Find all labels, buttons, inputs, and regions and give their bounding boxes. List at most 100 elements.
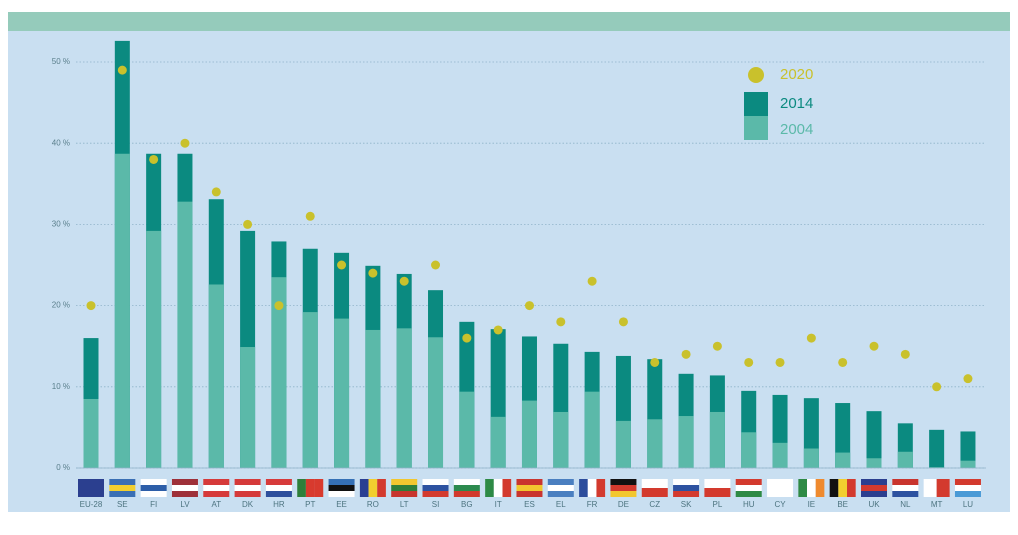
x-tick-label: PT: [305, 500, 315, 509]
x-tick-label: SI: [432, 500, 440, 509]
x-tick-label: BG: [461, 500, 473, 509]
flag: [328, 485, 355, 491]
bar: [584, 391, 600, 468]
target-dot: [243, 219, 253, 229]
x-tick-label: DK: [242, 500, 254, 509]
bar: [490, 416, 506, 468]
target-dot: [462, 333, 472, 343]
bar: [929, 429, 945, 468]
bar: [146, 230, 162, 468]
x-tick-label: EE: [336, 500, 347, 509]
flag: [140, 479, 167, 485]
flag: [673, 491, 700, 497]
flag: [954, 479, 981, 485]
target-dot: [368, 268, 378, 278]
flag: [847, 479, 856, 497]
y-tick-label: 40 %: [52, 138, 70, 147]
flag: [368, 479, 378, 497]
bar: [772, 442, 788, 468]
bar: [960, 460, 976, 468]
x-tick-label: LU: [963, 500, 973, 509]
target-dot: [838, 357, 848, 367]
x-tick-label: PL: [713, 500, 723, 509]
bar: [835, 403, 851, 468]
x-tick-label: FR: [587, 500, 598, 509]
bar: [553, 411, 569, 468]
x-tick-label: MT: [931, 500, 943, 509]
target-dot: [305, 211, 315, 221]
bar: [114, 153, 130, 469]
flag: [422, 491, 449, 497]
flag: [704, 488, 731, 497]
flag: [391, 491, 418, 497]
x-tick-label: RO: [367, 500, 379, 509]
x-tick-label: EL: [556, 500, 566, 509]
x-tick-label: SK: [681, 500, 692, 509]
flag: [328, 491, 355, 497]
flag: [265, 479, 292, 485]
bar: [678, 416, 694, 468]
bar: [302, 312, 318, 468]
target-dot: [806, 333, 816, 343]
flag: [892, 491, 919, 497]
bar: [929, 467, 945, 468]
bar: [709, 411, 725, 468]
flag: [673, 479, 700, 485]
target-dot: [775, 357, 785, 367]
target-dot: [524, 301, 534, 311]
flag: [547, 491, 574, 497]
flag: [923, 479, 937, 497]
x-tick-label: DE: [618, 500, 629, 509]
target-dot: [117, 65, 127, 75]
flag: [735, 491, 762, 497]
x-tick-label: NL: [900, 500, 911, 509]
target-dot: [587, 276, 597, 286]
flag: [78, 479, 104, 497]
flag: [735, 485, 762, 491]
bar: [960, 431, 976, 468]
flag: [359, 479, 369, 497]
target-dot: [556, 317, 566, 327]
flag: [391, 485, 418, 491]
flag: [328, 479, 355, 485]
flag: [641, 479, 668, 488]
legend: 2020 2014 2004: [744, 66, 813, 140]
target-dot: [493, 325, 503, 335]
flag: [815, 479, 825, 497]
bar: [240, 347, 256, 468]
bar: [83, 398, 99, 468]
y-tick-label: 50 %: [52, 57, 70, 66]
flag: [587, 479, 597, 497]
flag: [493, 479, 503, 497]
x-tick-label: LV: [180, 500, 190, 509]
bar: [866, 411, 882, 468]
y-tick-label: 0 %: [56, 463, 70, 472]
legend-marker: [748, 67, 764, 83]
flag: [453, 479, 480, 485]
flag: [861, 485, 887, 491]
flag: [265, 491, 292, 497]
flag: [171, 479, 198, 485]
bar: [835, 452, 851, 468]
y-tick-label: 10 %: [52, 382, 70, 391]
legend-label: 2014: [780, 95, 813, 112]
flag: [767, 479, 794, 497]
banner: [8, 12, 1010, 31]
bar: [428, 337, 444, 468]
flag: [516, 479, 543, 485]
target-dot: [618, 317, 628, 327]
target-dot: [712, 341, 722, 351]
x-tick-label: IE: [808, 500, 816, 509]
x-tick-label: FI: [150, 500, 157, 509]
flag: [596, 479, 606, 497]
flag: [954, 491, 981, 497]
flag: [377, 479, 386, 497]
flag: [203, 491, 230, 497]
flag: [203, 479, 230, 485]
legend-label: 2004: [780, 121, 813, 138]
flag: [838, 479, 848, 497]
bar: [615, 420, 631, 468]
flag: [203, 485, 230, 491]
flag: [234, 479, 261, 485]
